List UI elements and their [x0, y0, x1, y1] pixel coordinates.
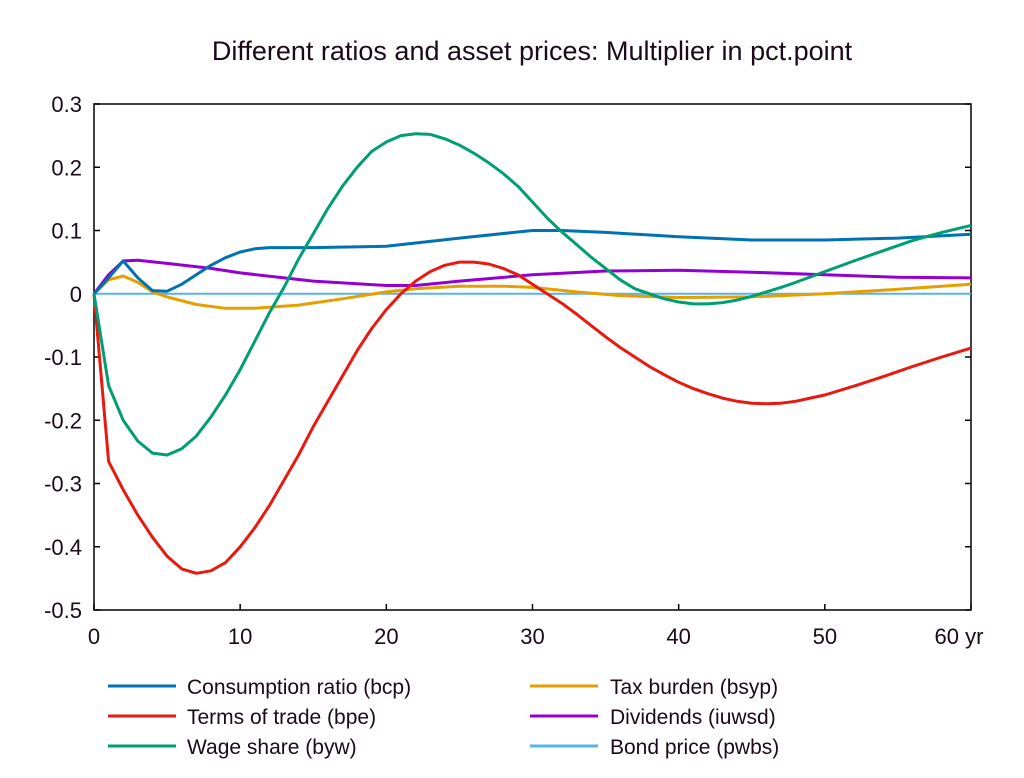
plot-frame — [93, 103, 972, 611]
legend-label: Bond price (pwbs) — [610, 736, 779, 759]
y-tick-label: -0.4 — [44, 535, 82, 560]
y-tick-label: 0.1 — [51, 219, 82, 244]
x-tick-label: 10 — [228, 624, 252, 649]
series-line-1 — [92, 260, 972, 575]
x-tick-label: 20 — [374, 624, 398, 649]
legend-label: Tax burden (bsyp) — [610, 676, 778, 699]
x-tick-label: 60 yr — [935, 624, 984, 649]
series-line-3 — [92, 274, 972, 310]
y-tick-label: -0.3 — [44, 472, 82, 497]
series-line-4 — [92, 258, 972, 295]
legend-label: Wage share (byw) — [187, 736, 357, 759]
legend-label: Dividends (iuwsd) — [610, 706, 776, 729]
x-tick-label: 30 — [520, 624, 544, 649]
y-tick-label: 0.3 — [51, 92, 82, 117]
chart-title: Different ratios and asset prices: Multi… — [212, 36, 853, 66]
x-tick-label: 50 — [813, 624, 837, 649]
legend-label: Terms of trade (bpe) — [187, 706, 376, 729]
y-tick-label: -0.1 — [44, 345, 82, 370]
y-tick-label: -0.5 — [44, 598, 82, 623]
y-tick-label: 0 — [70, 282, 82, 307]
x-tick-label: 40 — [666, 624, 690, 649]
y-tick-label: 0.2 — [51, 155, 82, 180]
y-tick-label: -0.2 — [44, 408, 82, 433]
legend-label: Consumption ratio (bcp) — [187, 676, 411, 699]
x-tick-label: 0 — [88, 624, 100, 649]
series-line-0 — [92, 229, 972, 295]
series-line-2 — [92, 132, 972, 457]
